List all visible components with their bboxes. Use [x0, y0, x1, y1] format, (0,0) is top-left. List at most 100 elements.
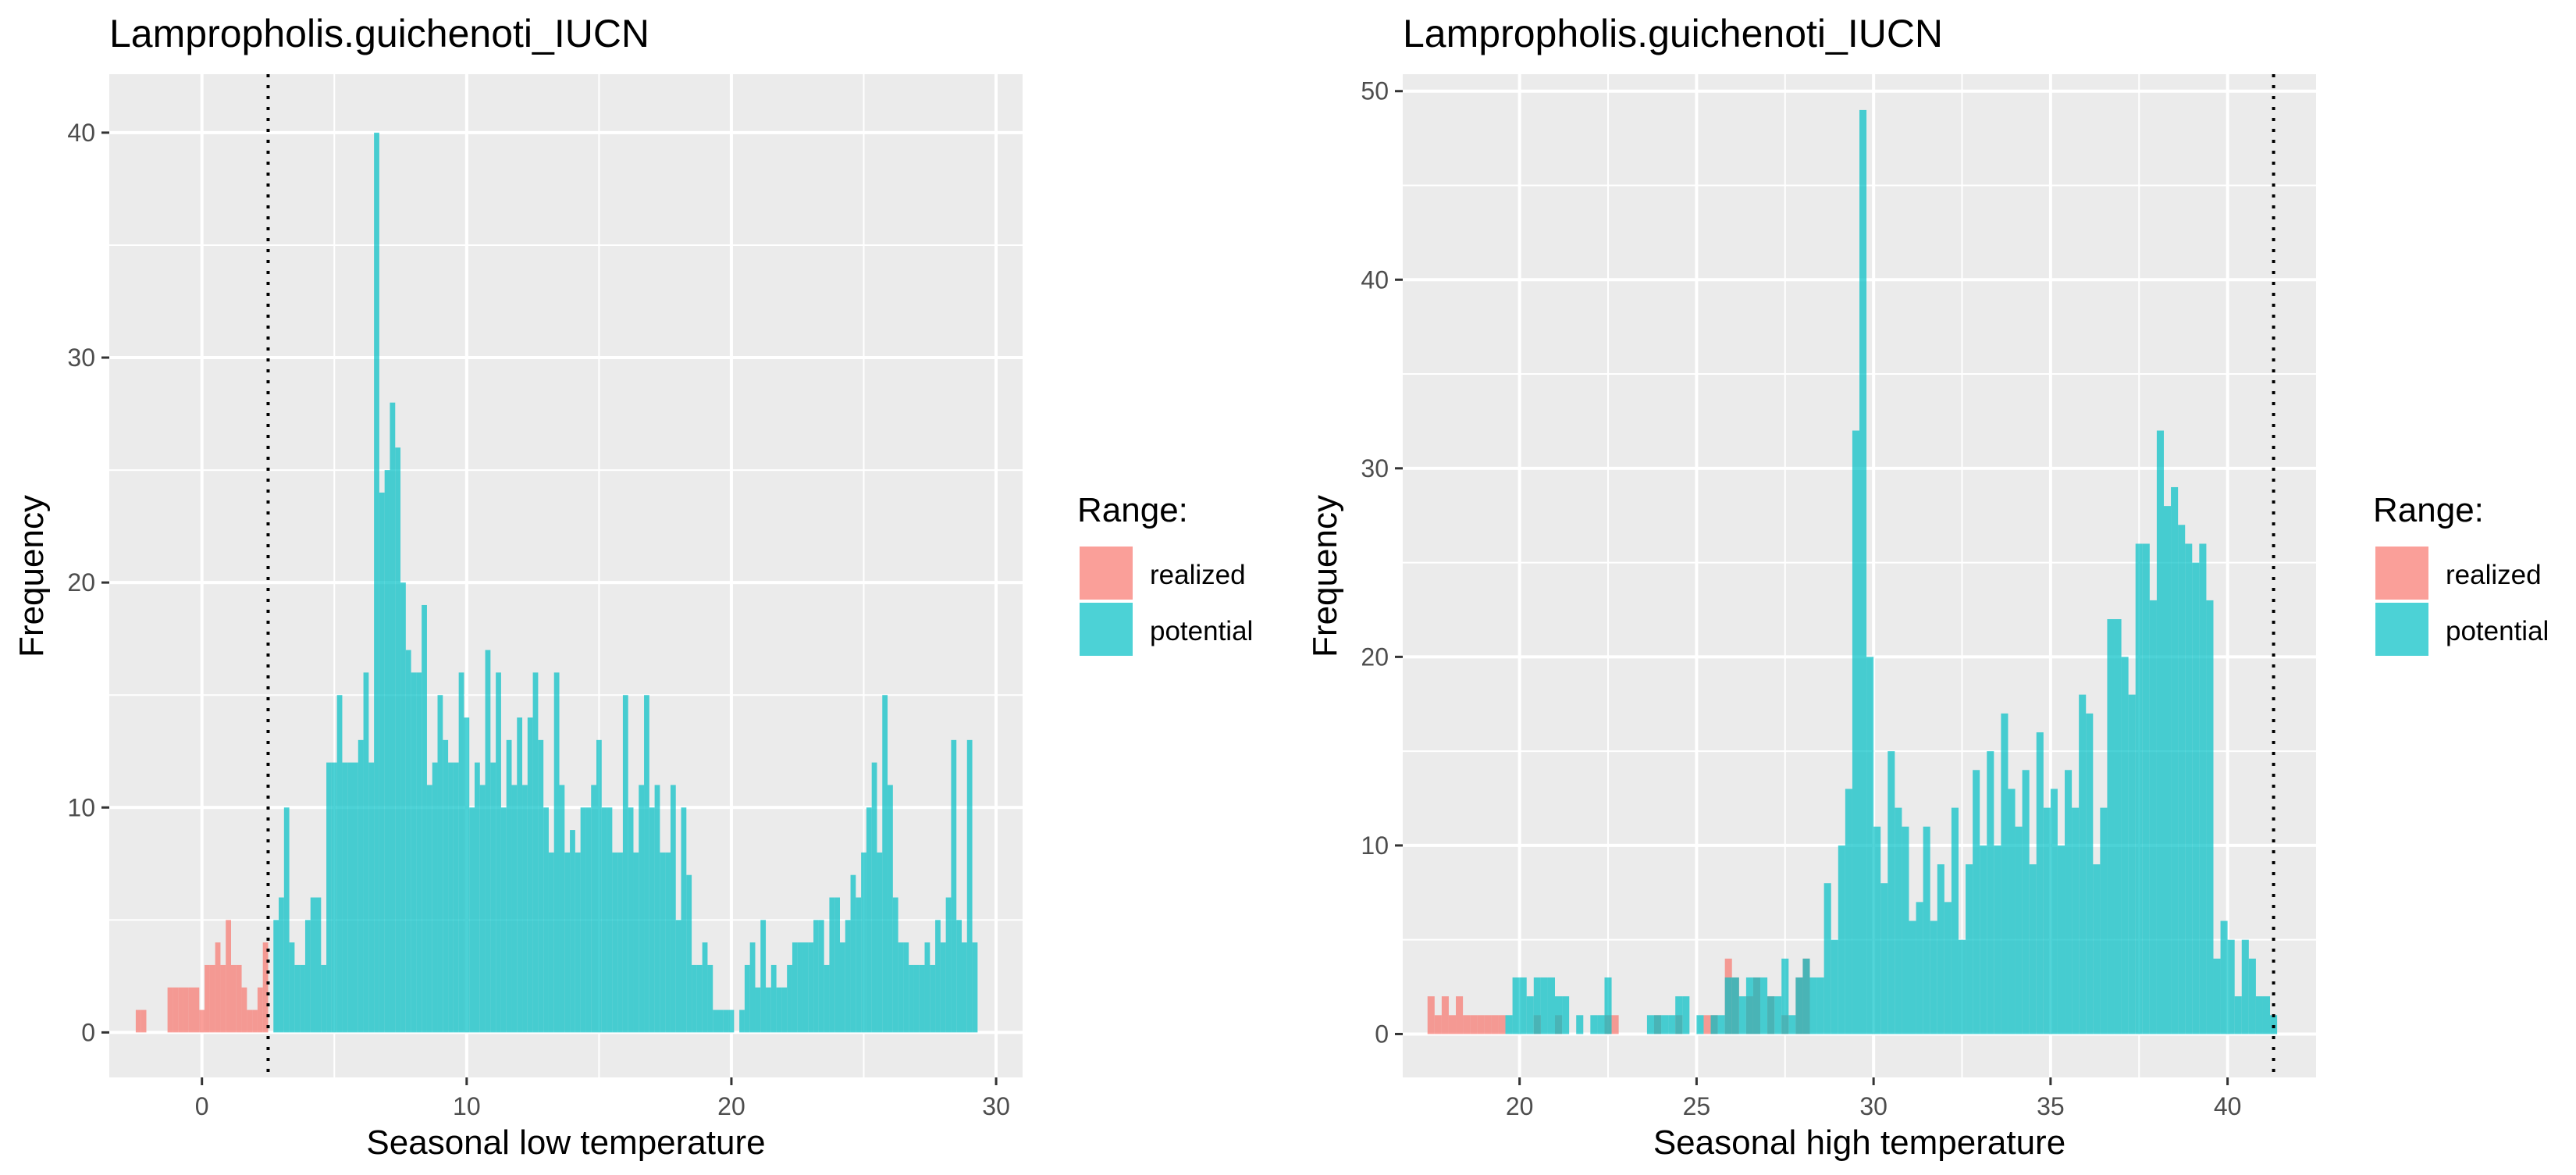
x-tick-label: 0 [195, 1092, 209, 1120]
bar-potential [617, 852, 623, 1033]
bar-potential [824, 964, 830, 1033]
bar-potential [1696, 1015, 1704, 1034]
bar-potential [1809, 977, 1817, 1034]
bar-potential [601, 807, 607, 1033]
bar-potential [1994, 845, 2001, 1034]
x-tick-label: 40 [2214, 1092, 2242, 1120]
y-tick-label: 40 [1361, 265, 1389, 294]
bar-potential [670, 785, 676, 1033]
bar-potential [532, 672, 539, 1033]
x-axis: 0 10 20 30 [195, 1077, 1010, 1120]
bar-potential [713, 1009, 718, 1033]
chart-panel-high-temperature: Lampropholis.guichenoti_IUCN 20 25 30 35 40 … [1306, 12, 2549, 1162]
bar-potential [760, 920, 767, 1033]
y-axis: 0 10 20 30 40 [67, 119, 109, 1046]
bar-potential [2128, 694, 2136, 1034]
bar-potential [511, 785, 518, 1033]
legend-label-potential: potential [2446, 616, 2549, 646]
legend-key-potential [1080, 603, 1133, 656]
bar-potential [2072, 807, 2080, 1034]
bar-potential [353, 762, 358, 1033]
bar-potential [1916, 902, 1923, 1034]
bar-potential [813, 920, 819, 1033]
bar-potential [1675, 996, 1683, 1034]
y-tick-label: 0 [1375, 1020, 1389, 1048]
bar-potential [1923, 826, 1930, 1034]
bar-potential [1944, 902, 1952, 1034]
bar-potential [342, 762, 348, 1033]
bar-potential [405, 650, 411, 1033]
bar-potential [2255, 996, 2263, 1034]
bar-potential [575, 852, 581, 1033]
bar-potential [2164, 506, 2172, 1034]
bar-potential [321, 964, 327, 1033]
bar-realized [1434, 1015, 1442, 1034]
bar-potential [1866, 657, 1874, 1034]
bar-potential [1717, 1015, 1725, 1034]
bar-potential [2171, 486, 2179, 1034]
bar-realized [188, 987, 194, 1033]
bar-potential [1880, 883, 1888, 1034]
bar-potential [273, 920, 279, 1033]
bar-potential [1909, 920, 1916, 1034]
bar-realized [1427, 996, 1435, 1034]
bar-potential [913, 964, 920, 1033]
bar-potential [903, 942, 909, 1033]
bar-potential [654, 785, 660, 1033]
y-tick-label: 50 [1361, 77, 1389, 105]
bar-potential [1512, 977, 1520, 1034]
bar-potential [607, 807, 613, 1033]
bar-potential [1816, 977, 1824, 1034]
bar-potential [411, 672, 417, 1033]
bar-potential [585, 807, 592, 1033]
bar-potential [1738, 996, 1746, 1034]
bar-potential [448, 762, 454, 1033]
bar-realized [1441, 996, 1449, 1034]
bar-potential [490, 762, 496, 1033]
bar-potential [1781, 958, 1789, 1034]
bar-potential [1788, 1015, 1796, 1034]
bar-potential [2114, 619, 2122, 1034]
bar-potential [2001, 713, 2008, 1034]
bar-potential [315, 897, 322, 1033]
bar-potential [2086, 713, 2094, 1034]
bar-potential [279, 897, 284, 1033]
bar-potential [384, 470, 390, 1033]
bar-potential [2241, 939, 2249, 1034]
bar-potential [1958, 939, 1966, 1034]
bar-potential [336, 695, 343, 1033]
bar-realized [178, 987, 183, 1033]
bar-realized [1484, 1015, 1492, 1034]
bar-potential [527, 717, 533, 1033]
bar-potential [2248, 958, 2256, 1034]
bar-realized [241, 987, 247, 1033]
bar-potential [2121, 657, 2129, 1034]
bar-potential [1576, 1015, 1584, 1034]
bar-potential [956, 920, 962, 1033]
bar-potential [861, 852, 866, 1033]
bar-potential [2156, 430, 2164, 1034]
bar-potential [331, 762, 337, 1033]
legend-title: Range: [2373, 491, 2484, 529]
bar-potential [1760, 977, 1768, 1034]
bar-potential [2206, 600, 2214, 1034]
bar-realized [135, 1009, 141, 1033]
bar-potential [919, 964, 925, 1033]
bar-potential [628, 807, 634, 1033]
bar-potential [1668, 1015, 1676, 1034]
bar-potential [1987, 751, 1994, 1034]
legend-label-potential: potential [1150, 616, 1253, 646]
bar-realized [247, 1009, 253, 1033]
bar-potential [744, 964, 750, 1033]
bar-potential [2100, 807, 2108, 1034]
bar-potential [1710, 1015, 1718, 1034]
legend-label-realized: realized [2446, 560, 2542, 590]
y-tick-label: 20 [1361, 643, 1389, 671]
bar-potential [2142, 543, 2150, 1034]
bar-potential [500, 807, 507, 1033]
y-tick-label: 30 [67, 344, 95, 372]
bar-potential [1895, 807, 1902, 1034]
bar-potential [2270, 1015, 2278, 1034]
bar-potential [834, 897, 840, 1033]
bar-potential [1831, 939, 1838, 1034]
